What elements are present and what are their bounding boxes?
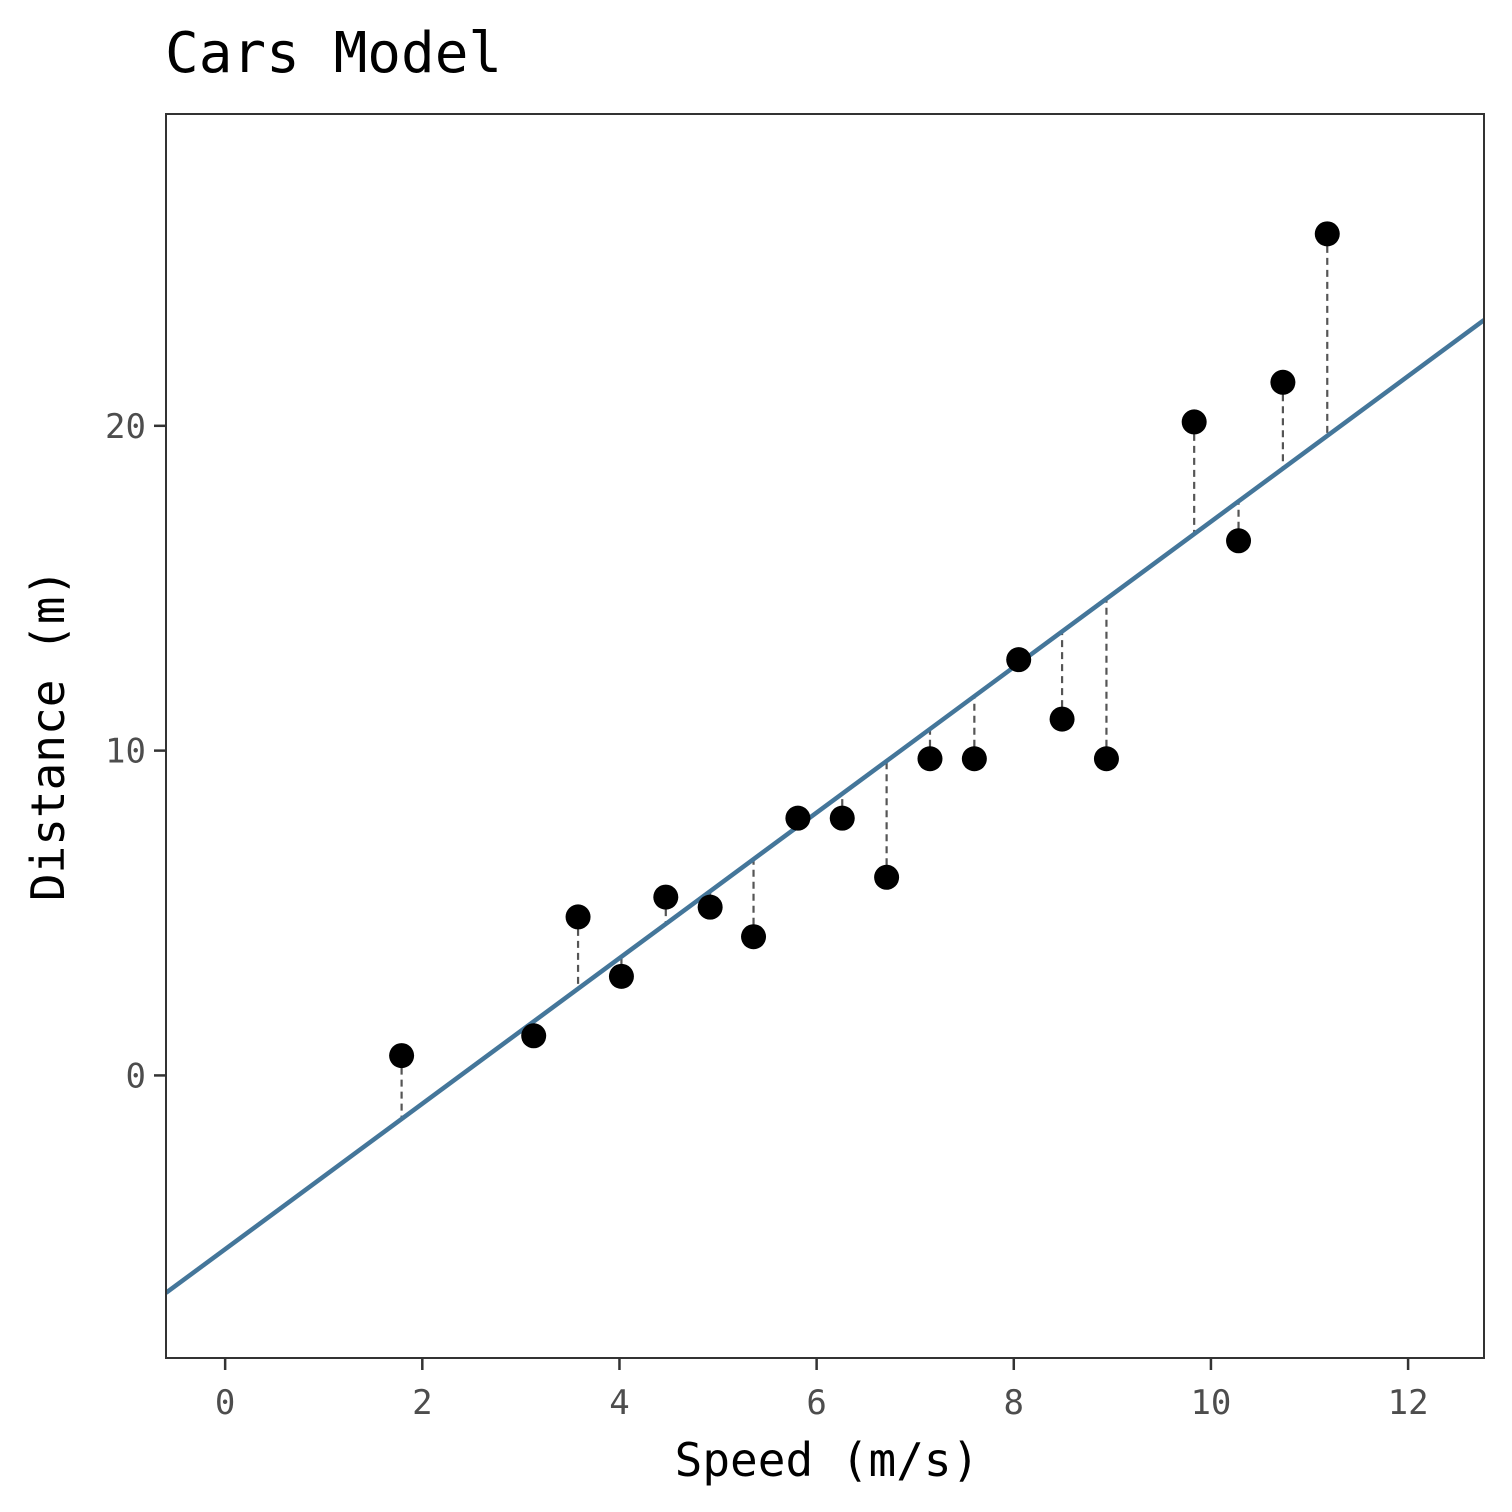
data-point bbox=[697, 894, 723, 920]
data-point bbox=[1314, 221, 1340, 247]
data-point bbox=[874, 864, 900, 890]
x-tick-label: 10 bbox=[1190, 1383, 1231, 1423]
y-axis-title: Distance (m) bbox=[21, 569, 75, 901]
data-point bbox=[829, 805, 855, 831]
data-point bbox=[961, 746, 987, 772]
x-tick-label: 0 bbox=[215, 1383, 235, 1423]
y-axis-ticks: 0 10 20 bbox=[105, 407, 166, 1096]
data-points bbox=[389, 221, 1340, 1069]
data-point bbox=[741, 924, 767, 950]
regression-fit-line bbox=[166, 318, 1484, 1295]
x-tick-label: 4 bbox=[609, 1383, 629, 1423]
y-tick-label: 0 bbox=[126, 1056, 146, 1096]
x-tick-label: 6 bbox=[806, 1383, 826, 1423]
x-axis-ticks: 0 2 4 6 8 10 12 bbox=[215, 1358, 1429, 1423]
y-tick-label: 20 bbox=[105, 407, 146, 447]
x-tick-label: 8 bbox=[1004, 1383, 1024, 1423]
data-point bbox=[1181, 409, 1207, 435]
data-point bbox=[565, 904, 591, 930]
x-axis-title: Speed (m/s) bbox=[675, 1433, 980, 1487]
data-point bbox=[1226, 528, 1252, 554]
chart-title: Cars Model bbox=[165, 21, 502, 86]
data-point bbox=[1093, 746, 1119, 772]
y-tick-label: 10 bbox=[105, 732, 146, 772]
residual-lines bbox=[400, 233, 1329, 1119]
data-point bbox=[1270, 369, 1296, 395]
data-point bbox=[785, 805, 811, 831]
data-point bbox=[389, 1043, 415, 1069]
data-point bbox=[521, 1023, 547, 1049]
plot-panel-border bbox=[165, 113, 1485, 1359]
data-point bbox=[917, 746, 943, 772]
x-tick-label: 12 bbox=[1388, 1383, 1429, 1423]
data-point bbox=[608, 963, 634, 989]
data-point bbox=[1006, 647, 1032, 673]
data-point bbox=[1049, 706, 1075, 732]
data-point bbox=[653, 884, 679, 910]
x-tick-label: 2 bbox=[412, 1383, 432, 1423]
